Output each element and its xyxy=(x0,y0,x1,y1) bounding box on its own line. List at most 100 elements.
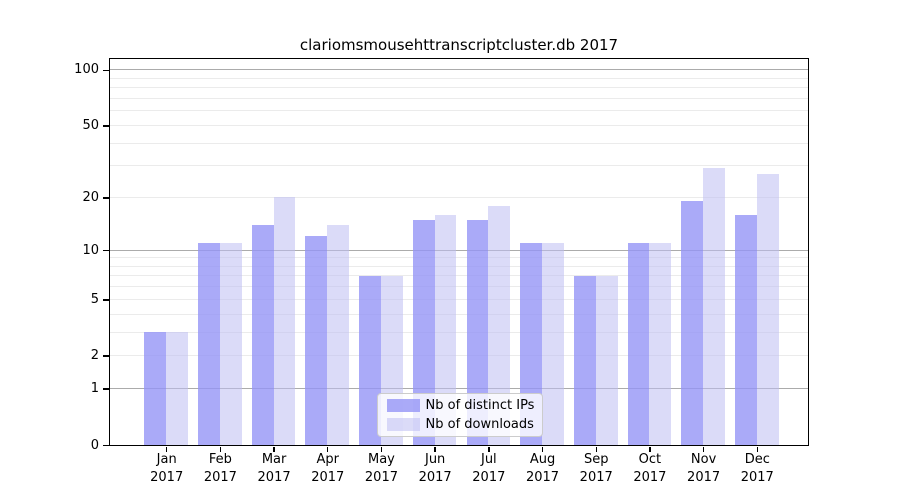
bar-downloads-jun xyxy=(434,214,457,445)
bar-distinct-ips-dec xyxy=(734,214,757,445)
x-label-month: Sep xyxy=(583,452,609,467)
bar-downloads-sep xyxy=(595,275,618,445)
gridline-minor-7 xyxy=(109,275,808,277)
x-label-year: 2017 xyxy=(418,469,452,485)
legend-swatch-distinct-ips xyxy=(386,399,420,413)
legend-item-distinct-ips: Nb of distinct IPs xyxy=(386,397,542,415)
bar-distinct-ips-jul xyxy=(466,219,489,445)
x-tick-label-nov: Nov 2017 xyxy=(673,451,735,486)
x-tick-label-aug: Aug 2017 xyxy=(512,451,574,486)
y-tick-label-10: 10 xyxy=(82,242,99,258)
gridline-minor-70 xyxy=(109,97,808,99)
bar-downloads-oct xyxy=(649,242,672,445)
y-tick-label-50: 50 xyxy=(82,117,99,133)
x-label-year: 2017 xyxy=(525,469,560,485)
legend-label-downloads: Nb of downloads xyxy=(425,416,534,432)
legend: Nb of distinct IPs Nb of downloads xyxy=(376,393,543,437)
bar-downloads-feb xyxy=(219,242,242,445)
bar-distinct-ips-jan xyxy=(144,332,167,445)
x-label-month: Apr xyxy=(316,452,340,467)
bar-downloads-dec xyxy=(756,174,779,445)
y-tick-label-5: 5 xyxy=(90,291,99,307)
y-tick-2 xyxy=(102,355,109,357)
gridline-major-1 xyxy=(109,388,808,390)
x-tick-label-jul: Jul 2017 xyxy=(458,451,520,486)
x-tick-label-feb: Feb 2017 xyxy=(189,451,251,486)
x-tick-label-jun: Jun 2017 xyxy=(404,451,466,486)
x-label-year: 2017 xyxy=(472,469,506,485)
bar-downloads-aug xyxy=(542,242,564,445)
x-label-year: 2017 xyxy=(150,469,184,485)
y-tick-50 xyxy=(102,125,109,127)
x-label-month: Oct xyxy=(638,452,662,467)
y-tick-label-2: 2 xyxy=(90,348,99,364)
x-label-month: Dec xyxy=(744,452,770,467)
gridline-minor-4 xyxy=(109,313,808,315)
x-tick-label-apr: Apr 2017 xyxy=(297,451,359,486)
legend-swatch-downloads xyxy=(386,417,420,431)
y-tick-label-100: 100 xyxy=(74,62,99,78)
x-tick-nov xyxy=(702,446,705,452)
gridline-minor-20 xyxy=(109,196,808,198)
x-tick-may xyxy=(380,446,383,452)
bar-distinct-ips-feb xyxy=(198,242,220,445)
bar-downloads-jan xyxy=(166,332,188,445)
legend-label-distinct-ips: Nb of distinct IPs xyxy=(425,398,535,414)
x-label-month: Jul xyxy=(480,452,497,467)
x-tick-aug xyxy=(541,446,544,452)
x-tick-dec xyxy=(756,446,758,452)
y-tick-10 xyxy=(102,249,109,252)
y-tick-20 xyxy=(102,197,109,199)
x-label-year: 2017 xyxy=(257,469,291,485)
gridline-minor-90 xyxy=(109,77,808,79)
x-label-year: 2017 xyxy=(579,469,613,485)
y-tick-100 xyxy=(102,69,109,71)
y-tick-label-1: 1 xyxy=(90,381,99,397)
x-label-year: 2017 xyxy=(687,469,721,485)
x-label-month: Jun xyxy=(424,452,446,467)
bar-distinct-ips-mar xyxy=(251,224,274,445)
y-tick-label-0: 0 xyxy=(90,437,99,453)
bar-distinct-ips-jun xyxy=(412,219,435,445)
gridline-minor-80 xyxy=(109,87,808,89)
gridline-minor-30 xyxy=(109,165,808,167)
x-label-month: Jan xyxy=(156,452,177,467)
gridline-minor-6 xyxy=(109,286,808,288)
y-tick-0 xyxy=(102,444,109,447)
x-tick-jul xyxy=(488,446,490,452)
bar-downloads-nov xyxy=(703,168,725,445)
chart-title: clariomsmousehttranscriptcluster.db 2017 xyxy=(299,36,619,54)
x-label-year: 2017 xyxy=(311,469,345,485)
x-tick-mar xyxy=(273,446,275,452)
x-label-month: Nov xyxy=(690,452,717,467)
gridline-minor-60 xyxy=(109,110,808,112)
x-label-month: Mar xyxy=(261,452,287,467)
x-tick-label-sep: Sep 2017 xyxy=(565,451,627,486)
gridline-minor-2 xyxy=(109,355,808,357)
x-tick-sep xyxy=(595,446,597,452)
y-tick-5 xyxy=(102,299,109,301)
gridline-minor-50 xyxy=(109,124,808,126)
bar-distinct-ips-apr xyxy=(305,236,328,445)
bar-distinct-ips-nov xyxy=(681,201,704,445)
x-tick-feb xyxy=(219,446,222,452)
gridline-minor-9 xyxy=(109,257,808,259)
gridline-minor-8 xyxy=(109,265,808,267)
y-tick-1 xyxy=(102,388,109,390)
gridline-minor-5 xyxy=(109,298,808,300)
gridline-minor-40 xyxy=(109,142,808,144)
gridline-major-100 xyxy=(109,69,808,71)
x-label-month: Feb xyxy=(208,452,232,467)
bar-distinct-ips-oct xyxy=(627,242,650,445)
bar-downloads-mar xyxy=(273,197,296,445)
x-tick-label-mar: Mar 2017 xyxy=(243,451,305,486)
x-label-year: 2017 xyxy=(740,469,774,485)
bar-distinct-ips-sep xyxy=(573,275,596,445)
x-label-year: 2017 xyxy=(633,469,667,485)
x-tick-apr xyxy=(327,446,329,452)
x-label-year: 2017 xyxy=(203,469,237,485)
bar-downloads-jul xyxy=(488,205,511,445)
x-tick-label-jan: Jan 2017 xyxy=(136,451,198,486)
plot-area: Nb of distinct IPs Nb of downloads xyxy=(108,58,809,446)
